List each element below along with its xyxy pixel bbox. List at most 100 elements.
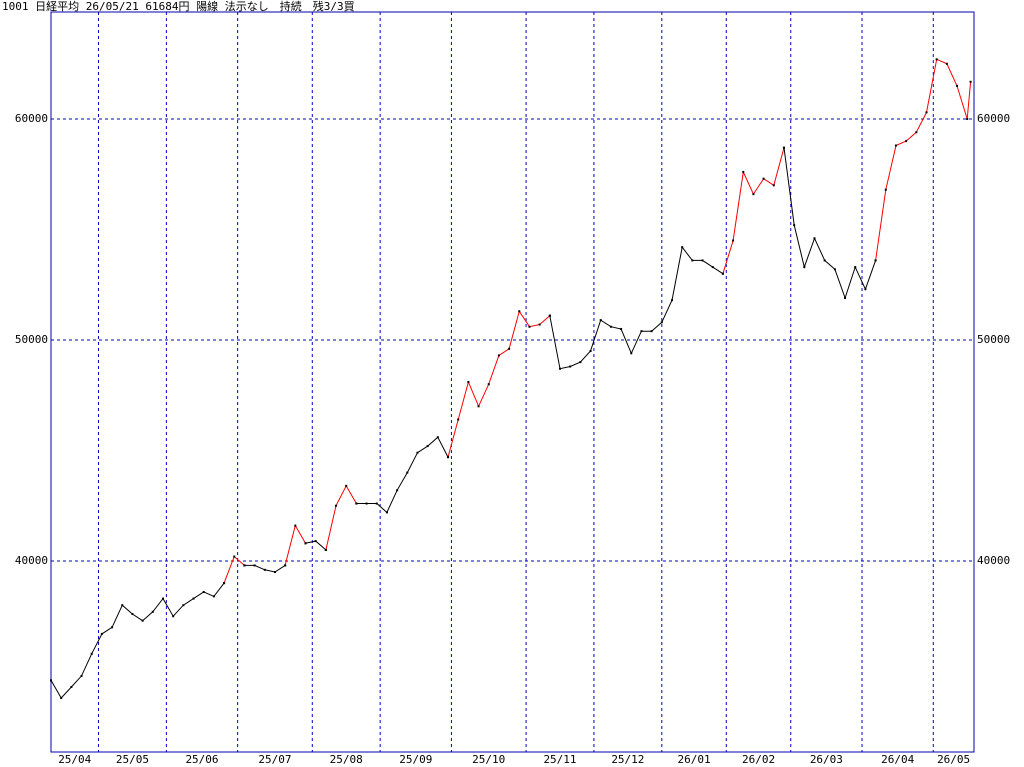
price-point	[528, 325, 531, 328]
price-point	[375, 502, 378, 505]
price-point	[630, 352, 633, 355]
price-point	[813, 237, 816, 240]
price-point	[772, 184, 775, 187]
price-point	[151, 610, 154, 613]
price-point	[925, 111, 928, 114]
price-point	[385, 511, 388, 514]
chart-title: 1001 日経平均 26/05/21 61684円 陽線 法示なし 持続 残3/…	[2, 0, 355, 13]
price-point	[161, 597, 164, 600]
price-point	[487, 383, 490, 386]
y-tick-label: 40000	[15, 554, 48, 567]
price-point	[874, 259, 877, 262]
price-point	[844, 297, 847, 300]
price-point	[426, 445, 429, 448]
price-point	[406, 471, 409, 474]
price-point	[294, 524, 297, 527]
price-point	[833, 268, 836, 271]
price-point	[304, 542, 307, 545]
price-point	[935, 58, 938, 61]
price-point	[447, 456, 450, 459]
price-point	[365, 502, 368, 505]
price-point	[233, 555, 236, 558]
x-tick-label: 25/08	[330, 753, 363, 766]
x-tick-label: 26/01	[677, 753, 710, 766]
y-tick-label-right: 50000	[977, 333, 1010, 346]
price-point	[915, 131, 918, 134]
x-tick-label: 25/10	[472, 753, 505, 766]
price-point	[701, 259, 704, 262]
x-tick-label: 25/07	[258, 753, 291, 766]
price-point	[640, 330, 643, 333]
price-point	[854, 266, 857, 269]
price-point	[172, 615, 175, 618]
price-point	[793, 224, 796, 227]
price-point	[579, 361, 582, 364]
x-tick-label: 26/03	[810, 753, 843, 766]
price-point	[141, 619, 144, 622]
price-point	[497, 354, 500, 357]
price-point	[823, 259, 826, 262]
price-point	[50, 679, 52, 682]
price-point	[212, 595, 215, 598]
price-point	[609, 325, 612, 328]
price-point	[111, 626, 114, 629]
price-point	[396, 489, 399, 492]
price-point	[969, 80, 972, 83]
price-point	[436, 436, 439, 439]
price-point	[335, 504, 338, 507]
price-line	[223, 58, 972, 584]
price-line	[50, 147, 877, 699]
x-tick-label: 26/04	[881, 753, 914, 766]
price-point	[589, 350, 592, 353]
price-point	[192, 597, 195, 600]
price-point	[121, 604, 124, 607]
price-point	[324, 548, 327, 551]
price-point	[345, 484, 348, 487]
price-point	[559, 367, 562, 370]
x-tick-label: 25/06	[185, 753, 218, 766]
price-point	[80, 674, 83, 677]
x-tick-label: 25/11	[543, 753, 576, 766]
x-tick-label: 25/04	[58, 753, 91, 766]
price-point	[467, 380, 470, 383]
price-point	[70, 685, 73, 688]
price-point	[284, 564, 287, 567]
price-point	[894, 144, 897, 147]
y-tick-label: 60000	[15, 112, 48, 125]
price-point	[752, 193, 755, 196]
price-point	[905, 140, 908, 143]
price-point	[416, 451, 419, 454]
price-point	[803, 266, 806, 269]
price-point	[762, 177, 765, 180]
price-point	[884, 188, 887, 191]
price-point	[223, 582, 226, 585]
price-point	[263, 568, 266, 571]
price-point	[620, 327, 623, 330]
x-tick-label: 26/02	[742, 753, 775, 766]
x-tick-label: 26/05	[937, 753, 970, 766]
price-point	[721, 272, 724, 275]
price-point	[100, 632, 103, 635]
price-point	[966, 118, 969, 121]
price-point	[569, 365, 572, 368]
price-point	[538, 323, 541, 326]
price-point	[691, 259, 694, 262]
price-point	[956, 84, 959, 87]
y-tick-label-right: 60000	[977, 112, 1010, 125]
price-point	[670, 299, 673, 302]
x-tick-label: 25/09	[399, 753, 432, 766]
price-point	[711, 266, 714, 269]
price-point	[732, 239, 735, 242]
y-tick-label-right: 40000	[977, 554, 1010, 567]
price-point	[457, 418, 460, 421]
plot-frame	[50, 11, 975, 753]
price-point	[742, 171, 745, 174]
price-point	[273, 571, 276, 574]
price-point	[90, 652, 93, 655]
price-point	[477, 405, 480, 408]
x-tick-label: 25/12	[611, 753, 644, 766]
price-point	[782, 146, 785, 149]
price-point	[660, 321, 663, 324]
price-point	[945, 62, 948, 65]
